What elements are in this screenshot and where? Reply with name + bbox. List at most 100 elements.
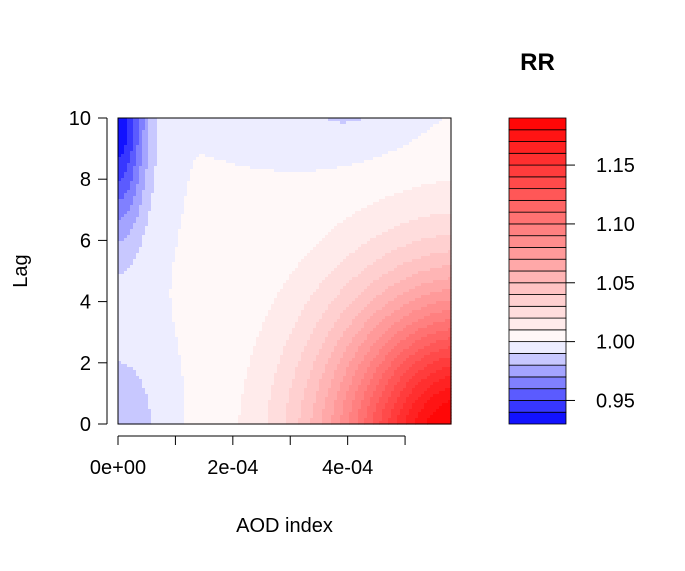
contour-cell (379, 379, 389, 383)
contour-cell (412, 274, 452, 278)
contour-cell (286, 343, 308, 347)
contour-cell (136, 184, 146, 188)
contour-cell (439, 391, 452, 395)
contour-cell (148, 214, 182, 218)
contour-cell (367, 286, 389, 290)
contour-cell (385, 196, 452, 200)
contour-cell (127, 211, 140, 215)
contour-cell (253, 352, 284, 356)
contour-cell (409, 142, 452, 146)
contour-cell (424, 391, 440, 395)
contour-cell (421, 337, 449, 341)
contour-cell (433, 382, 452, 386)
contour-cell (376, 340, 389, 344)
contour-cell (445, 376, 452, 380)
contour-cell (151, 418, 185, 422)
contour-cell (337, 367, 347, 371)
contour-cell (373, 412, 383, 416)
contour-cell (133, 124, 140, 128)
contour-cell (139, 181, 146, 185)
contour-cell (241, 400, 269, 404)
contour-cell (328, 334, 344, 338)
legend-swatch (508, 400, 567, 413)
contour-cell (139, 130, 143, 134)
contour-cell (124, 172, 134, 176)
contour-cell (382, 256, 422, 260)
contour-cell (322, 316, 341, 320)
contour-cell (133, 145, 137, 149)
contour-cell (133, 169, 140, 173)
contour-cell (136, 193, 143, 197)
contour-cell (334, 370, 347, 374)
contour-cell (373, 343, 386, 347)
contour-cell (247, 376, 275, 380)
contour-cell (118, 184, 131, 188)
contour-cell (259, 334, 290, 338)
contour-cell (118, 118, 128, 122)
y-tick-label: 4 (80, 292, 91, 314)
contour-cell (403, 406, 413, 410)
contour-cell (118, 193, 125, 197)
legend-tick-label: 1.05 (596, 273, 635, 295)
contour-cell (436, 370, 452, 374)
contour-cell (127, 118, 134, 122)
contour-cell (373, 376, 383, 380)
contour-cell (178, 244, 317, 248)
contour-cell (346, 256, 383, 260)
contour-cell (319, 286, 344, 290)
contour-cell (352, 409, 359, 413)
contour-cell (376, 259, 413, 263)
contour-cell (385, 358, 395, 362)
contour-cell (331, 352, 344, 356)
contour-cell (148, 157, 158, 161)
contour-cell (364, 397, 371, 401)
contour-cell (118, 421, 152, 425)
contour-cell (292, 382, 308, 386)
contour-cell (385, 385, 395, 389)
contour-cell (133, 130, 140, 134)
contour-cell (373, 280, 401, 284)
contour-cell (388, 418, 398, 422)
contour-cell (304, 397, 317, 401)
contour-surface (118, 118, 452, 425)
contour-cell (319, 241, 368, 245)
contour-cell (361, 400, 371, 404)
contour-cell (118, 142, 128, 146)
contour-cell (148, 223, 182, 227)
contour-cell (172, 268, 296, 272)
legend-swatch (508, 282, 567, 295)
contour-cell (118, 412, 152, 416)
contour-cell (376, 367, 389, 371)
contour-cell (415, 331, 437, 335)
contour-cell (430, 373, 452, 377)
contour-cell (379, 352, 389, 356)
contour-cell (118, 382, 143, 386)
contour-cell (331, 271, 362, 275)
contour-cell (127, 166, 134, 170)
contour-cell (334, 409, 344, 413)
contour-cell (271, 391, 290, 395)
contour-cell (157, 139, 413, 143)
contour-cell (289, 274, 329, 278)
contour-cell (442, 367, 452, 371)
contour-cell (241, 397, 272, 401)
contour-cell (148, 142, 158, 146)
contour-cell (148, 151, 158, 155)
contour-cell (118, 391, 146, 395)
contour-cell (403, 304, 428, 308)
contour-cell (142, 163, 149, 167)
contour-cell (118, 292, 170, 296)
contour-cell (388, 397, 398, 401)
contour-cell (304, 391, 317, 395)
contour-cell (118, 346, 179, 350)
contour-cell (388, 379, 401, 383)
contour-cell (157, 148, 398, 152)
contour-cell (394, 370, 407, 374)
contour-cell (118, 244, 143, 248)
contour-cell (394, 373, 404, 377)
contour-cell (400, 412, 410, 416)
contour-cell (301, 352, 320, 356)
contour-cell (316, 325, 335, 329)
contour-cell (268, 418, 287, 422)
contour-cell (118, 235, 128, 239)
